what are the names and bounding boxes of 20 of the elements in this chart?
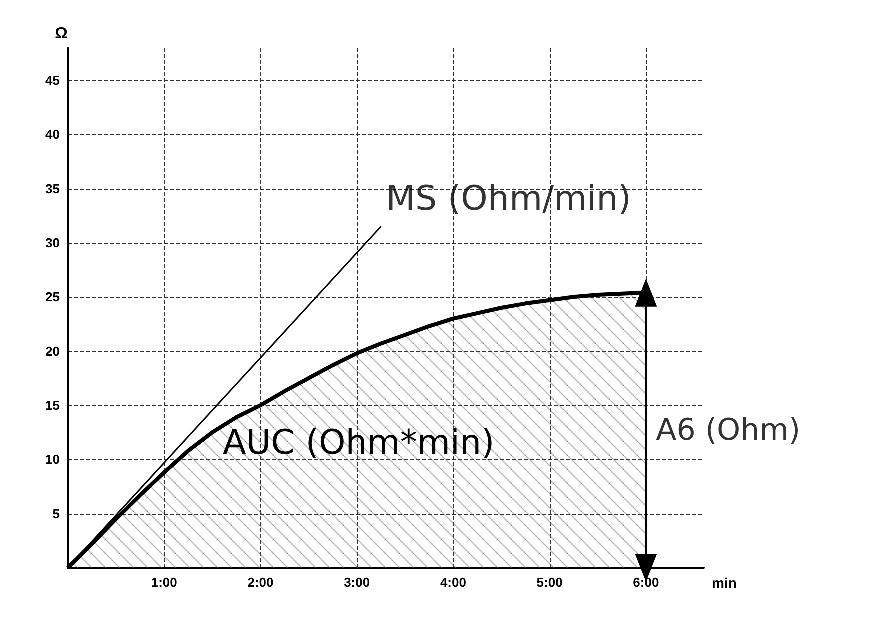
- annotation: AUC (Ohm*min): [223, 423, 495, 463]
- x-tick-label: 1:00: [151, 575, 178, 590]
- y-tick-label: 20: [46, 344, 60, 359]
- x-axis-title: min: [712, 575, 737, 591]
- y-tick-label: 25: [46, 290, 60, 305]
- y-tick-label: 5: [52, 506, 60, 522]
- y-tick-label: 15: [46, 398, 60, 413]
- y-tick-label: 40: [46, 127, 60, 142]
- y-axis-title: Ω: [55, 26, 68, 42]
- annotation: A6 (Ohm): [656, 412, 801, 448]
- x-tick-label: 2:00: [248, 575, 274, 590]
- x-tick-label: 4:00: [440, 575, 466, 590]
- y-tick-label: 10: [46, 452, 60, 468]
- y-tick-label: 35: [46, 181, 60, 196]
- annotation: MS (Ohm/min): [386, 178, 632, 219]
- y-tick-label: 30: [46, 236, 60, 250]
- x-tick-label: 3:00: [344, 575, 370, 590]
- x-tick-label: 5:00: [536, 575, 563, 590]
- y-tick-label: 45: [46, 73, 60, 88]
- x-tick-label: 6:00: [633, 575, 660, 590]
